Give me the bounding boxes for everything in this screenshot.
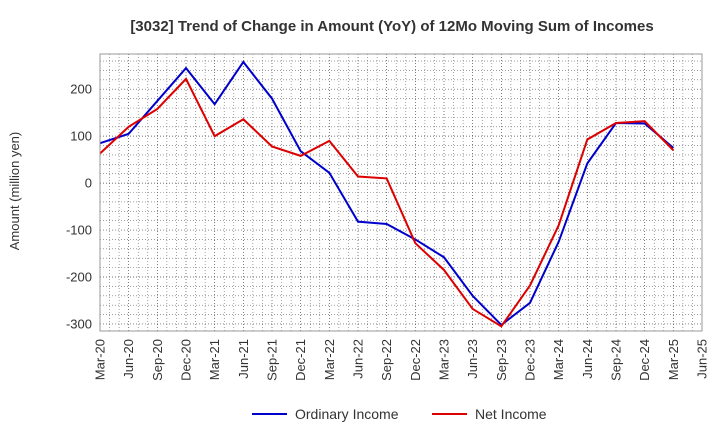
x-tick-label: Dec-20 [179, 339, 194, 381]
x-tick-label: Dec-22 [408, 339, 423, 381]
x-tick-label: Jun-23 [465, 339, 480, 379]
y-tick-label: 200 [70, 82, 92, 97]
series-layer [99, 60, 675, 328]
x-tick-label: Sep-20 [150, 339, 165, 381]
x-tick-label: Dec-21 [293, 339, 308, 381]
x-tick-label: Sep-23 [494, 339, 509, 381]
x-tick-label: Sep-22 [379, 339, 394, 381]
x-tick-label: Mar-21 [207, 339, 222, 380]
legend-label-net-income: Net Income [475, 406, 547, 422]
x-tick-label: Jun-24 [580, 339, 595, 379]
x-tick-label: Jun-20 [121, 339, 136, 379]
y-tick-label: -200 [66, 270, 92, 285]
y-tick-label: -100 [66, 223, 92, 238]
y-axis-label: Amount (million yen) [7, 132, 22, 251]
series-line-ordinary-income [99, 60, 674, 327]
legend: Ordinary Income Net Income [252, 406, 547, 422]
tick-layer: -300 -200 -100 0 100 200 Mar-20 Jun-20 Sep-20 Dec… [66, 82, 710, 381]
x-tick-label: Sep-21 [265, 339, 280, 381]
x-tick-label: Jun-25 [695, 339, 710, 379]
x-tick-label: Sep-24 [609, 339, 624, 381]
y-tick-label: 0 [85, 176, 92, 191]
x-tick-label: Dec-24 [637, 339, 652, 381]
x-tick-label: Dec-23 [523, 339, 538, 381]
x-tick-label: Mar-23 [437, 339, 452, 380]
legend-label-ordinary-income: Ordinary Income [295, 406, 399, 422]
chart-title: [3032] Trend of Change in Amount (YoY) o… [130, 18, 653, 35]
x-tick-label: Mar-22 [322, 339, 337, 380]
x-tick-label: Jun-22 [351, 339, 366, 379]
grid-layer [99, 54, 703, 331]
x-tick-label: Mar-24 [551, 339, 566, 380]
plot-frame [99, 53, 703, 332]
x-tick-label: Mar-25 [666, 339, 681, 380]
series-line-net-income [99, 77, 675, 328]
y-tick-label: -300 [66, 316, 92, 331]
y-tick-label: 100 [70, 129, 92, 144]
x-tick-label: Mar-20 [93, 339, 108, 380]
x-tick-label: Jun-21 [236, 339, 251, 379]
